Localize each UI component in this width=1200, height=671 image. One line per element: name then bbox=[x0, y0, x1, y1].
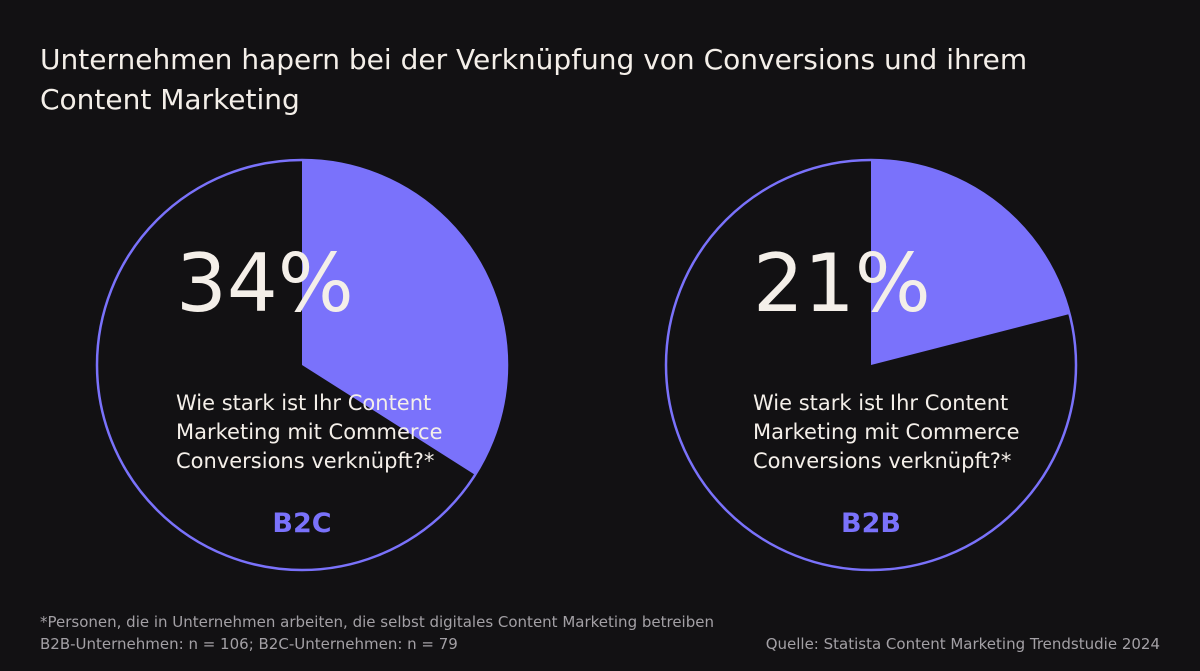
footnote-definition: *Personen, die in Unternehmen arbeiten, … bbox=[40, 613, 714, 631]
source-note: Quelle: Statista Content Marketing Trend… bbox=[765, 635, 1160, 653]
chart-title: Unternehmen hapern bei der Verknüpfung v… bbox=[40, 43, 1028, 116]
value-label-b2b: 21% bbox=[753, 237, 931, 330]
category-label-b2b: B2B bbox=[841, 508, 901, 539]
pie-chart-b2b: 21% Wie stark ist Ihr Content Marketing mi… bbox=[664, 158, 1078, 572]
question-line-b2c: Marketing mit Commerce bbox=[176, 420, 443, 444]
pie-slice-b2c bbox=[302, 160, 507, 475]
footnote: *Personen, die in Unternehmen arbeiten, … bbox=[40, 611, 714, 655]
footnote-sample-size: B2B-Unternehmen: n = 106; B2C-Unternehme… bbox=[40, 635, 458, 653]
category-label-b2c: B2C bbox=[272, 508, 331, 539]
question-line-b2b: Conversions verknüpft?* bbox=[753, 449, 1011, 473]
question-line-b2c: Conversions verknüpft?* bbox=[176, 449, 434, 473]
value-label-b2c: 34% bbox=[176, 237, 354, 330]
question-line-b2b: Marketing mit Commerce bbox=[753, 420, 1020, 444]
question-line-b2c: Wie stark ist Ihr Content bbox=[176, 391, 431, 415]
pie-chart-b2c: 34% Wie stark ist Ihr Content Marketing mi… bbox=[95, 158, 509, 572]
pie-slice-b2b bbox=[871, 160, 1070, 365]
question-line-b2b: Wie stark ist Ihr Content bbox=[753, 391, 1008, 415]
